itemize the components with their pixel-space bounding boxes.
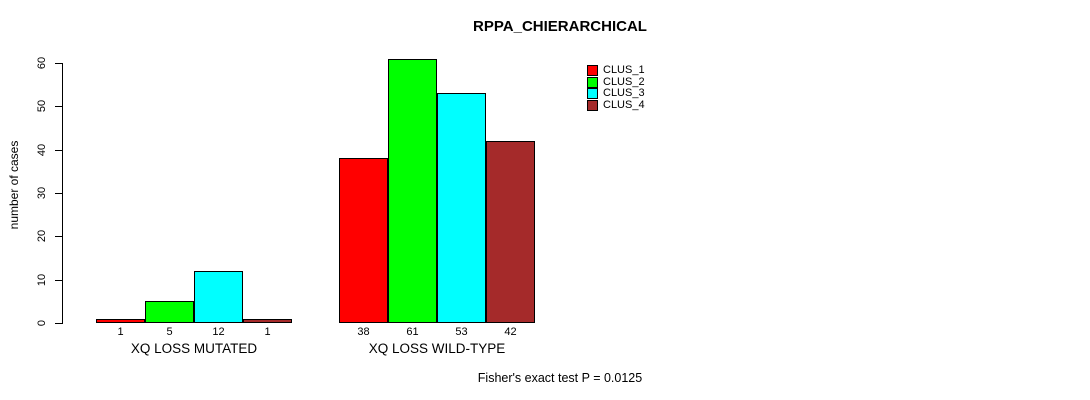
bar-clus_4-group1 xyxy=(243,318,292,323)
x-group-label: XQ LOSS WILD-TYPE xyxy=(368,341,506,356)
bar-clus_3-group2 xyxy=(437,93,486,323)
legend-label: CLUS_1 xyxy=(603,64,645,77)
y-axis-tick-label: 30 xyxy=(36,186,48,200)
legend: CLUS_1 CLUS_2 CLUS_3 CLUS_4 xyxy=(587,65,645,111)
legend-swatch-clus_3 xyxy=(587,88,598,100)
legend-swatch-clus_2 xyxy=(587,76,598,88)
y-axis-tick-label: 40 xyxy=(36,143,48,156)
bar-clus_2-group1 xyxy=(145,301,194,323)
y-axis-tick-label: 60 xyxy=(36,56,48,70)
bar-value-label: 53 xyxy=(455,325,468,338)
stat-note: Fisher's exact test P = 0.0125 xyxy=(477,371,643,385)
bar-clus_1-group2 xyxy=(339,158,388,323)
y-axis-tick xyxy=(55,63,62,64)
y-axis-tick xyxy=(55,279,62,281)
bar-clus_1-group1 xyxy=(96,318,145,323)
legend-item-clus_2: CLUS_2 xyxy=(587,75,645,89)
chart-title: RPPA_CHIERARCHICAL xyxy=(473,18,647,35)
bar-clus_4-group2 xyxy=(486,141,535,323)
bar-clus_2-group2 xyxy=(388,58,437,323)
y-axis-tick-label: 50 xyxy=(36,100,48,113)
legend-swatch-clus_1 xyxy=(587,65,598,77)
bar-value-label: 1 xyxy=(117,325,124,338)
y-axis-line xyxy=(62,63,63,324)
bar-value-label: 1 xyxy=(264,325,271,338)
y-axis-tick xyxy=(55,236,62,238)
y-axis-tick xyxy=(55,149,62,151)
bar-value-label: 61 xyxy=(406,325,419,338)
y-axis-tick-label: 20 xyxy=(36,230,48,243)
y-axis-tick xyxy=(55,106,62,108)
legend-swatch-clus_4 xyxy=(587,99,598,111)
y-axis-tick-label: 0 xyxy=(36,319,48,327)
legend-item-clus_4: CLUS_4 xyxy=(587,98,645,112)
bar-clus_3-group1 xyxy=(194,271,243,323)
y-axis-tick xyxy=(55,193,62,194)
bar-value-label: 5 xyxy=(166,325,173,338)
x-group-label: XQ LOSS MUTATED xyxy=(130,341,258,356)
y-axis-tick-label: 10 xyxy=(36,273,48,286)
bar-value-label: 42 xyxy=(504,325,517,338)
legend-item-clus_1: CLUS_1 xyxy=(587,65,645,77)
legend-label: CLUS_4 xyxy=(603,98,645,111)
y-axis-title: number of cases xyxy=(7,140,21,230)
legend-label: CLUS_3 xyxy=(603,87,645,100)
legend-item-clus_3: CLUS_3 xyxy=(587,88,645,100)
bar-value-label: 38 xyxy=(357,325,370,338)
y-axis-tick xyxy=(55,323,62,324)
bar-value-label: 12 xyxy=(212,325,225,338)
legend-label: CLUS_2 xyxy=(603,75,645,88)
